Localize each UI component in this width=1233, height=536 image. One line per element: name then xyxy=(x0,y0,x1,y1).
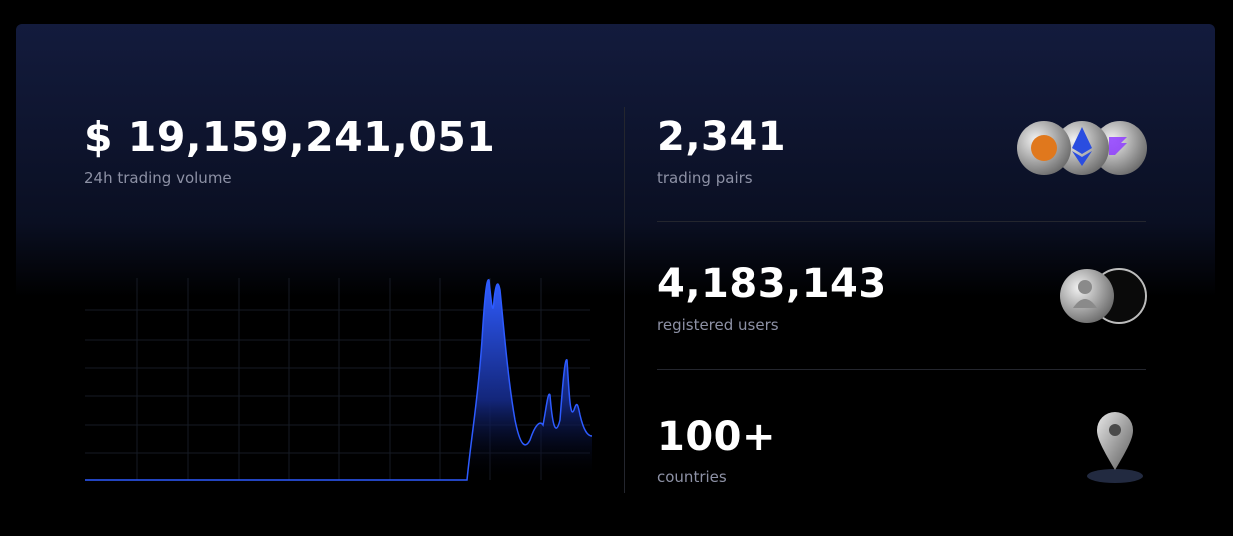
sparkline-line xyxy=(85,279,593,481)
coins-icon xyxy=(1017,121,1147,175)
volume-value: $ 19,159,241,051 xyxy=(84,113,496,161)
stat-value: 2,341 xyxy=(657,114,787,160)
users-icon xyxy=(1060,268,1147,324)
stat-value: 100+ xyxy=(657,414,777,460)
volume-label: 24h trading volume xyxy=(84,169,232,187)
stat-label: trading pairs xyxy=(657,169,753,187)
stats-card xyxy=(16,24,1215,520)
location-icon xyxy=(1087,412,1143,483)
stat-value: 4,183,143 xyxy=(657,261,887,307)
sparkline-area xyxy=(467,279,592,480)
stat-label: countries xyxy=(657,468,727,486)
stat-label: registered users xyxy=(657,316,779,334)
